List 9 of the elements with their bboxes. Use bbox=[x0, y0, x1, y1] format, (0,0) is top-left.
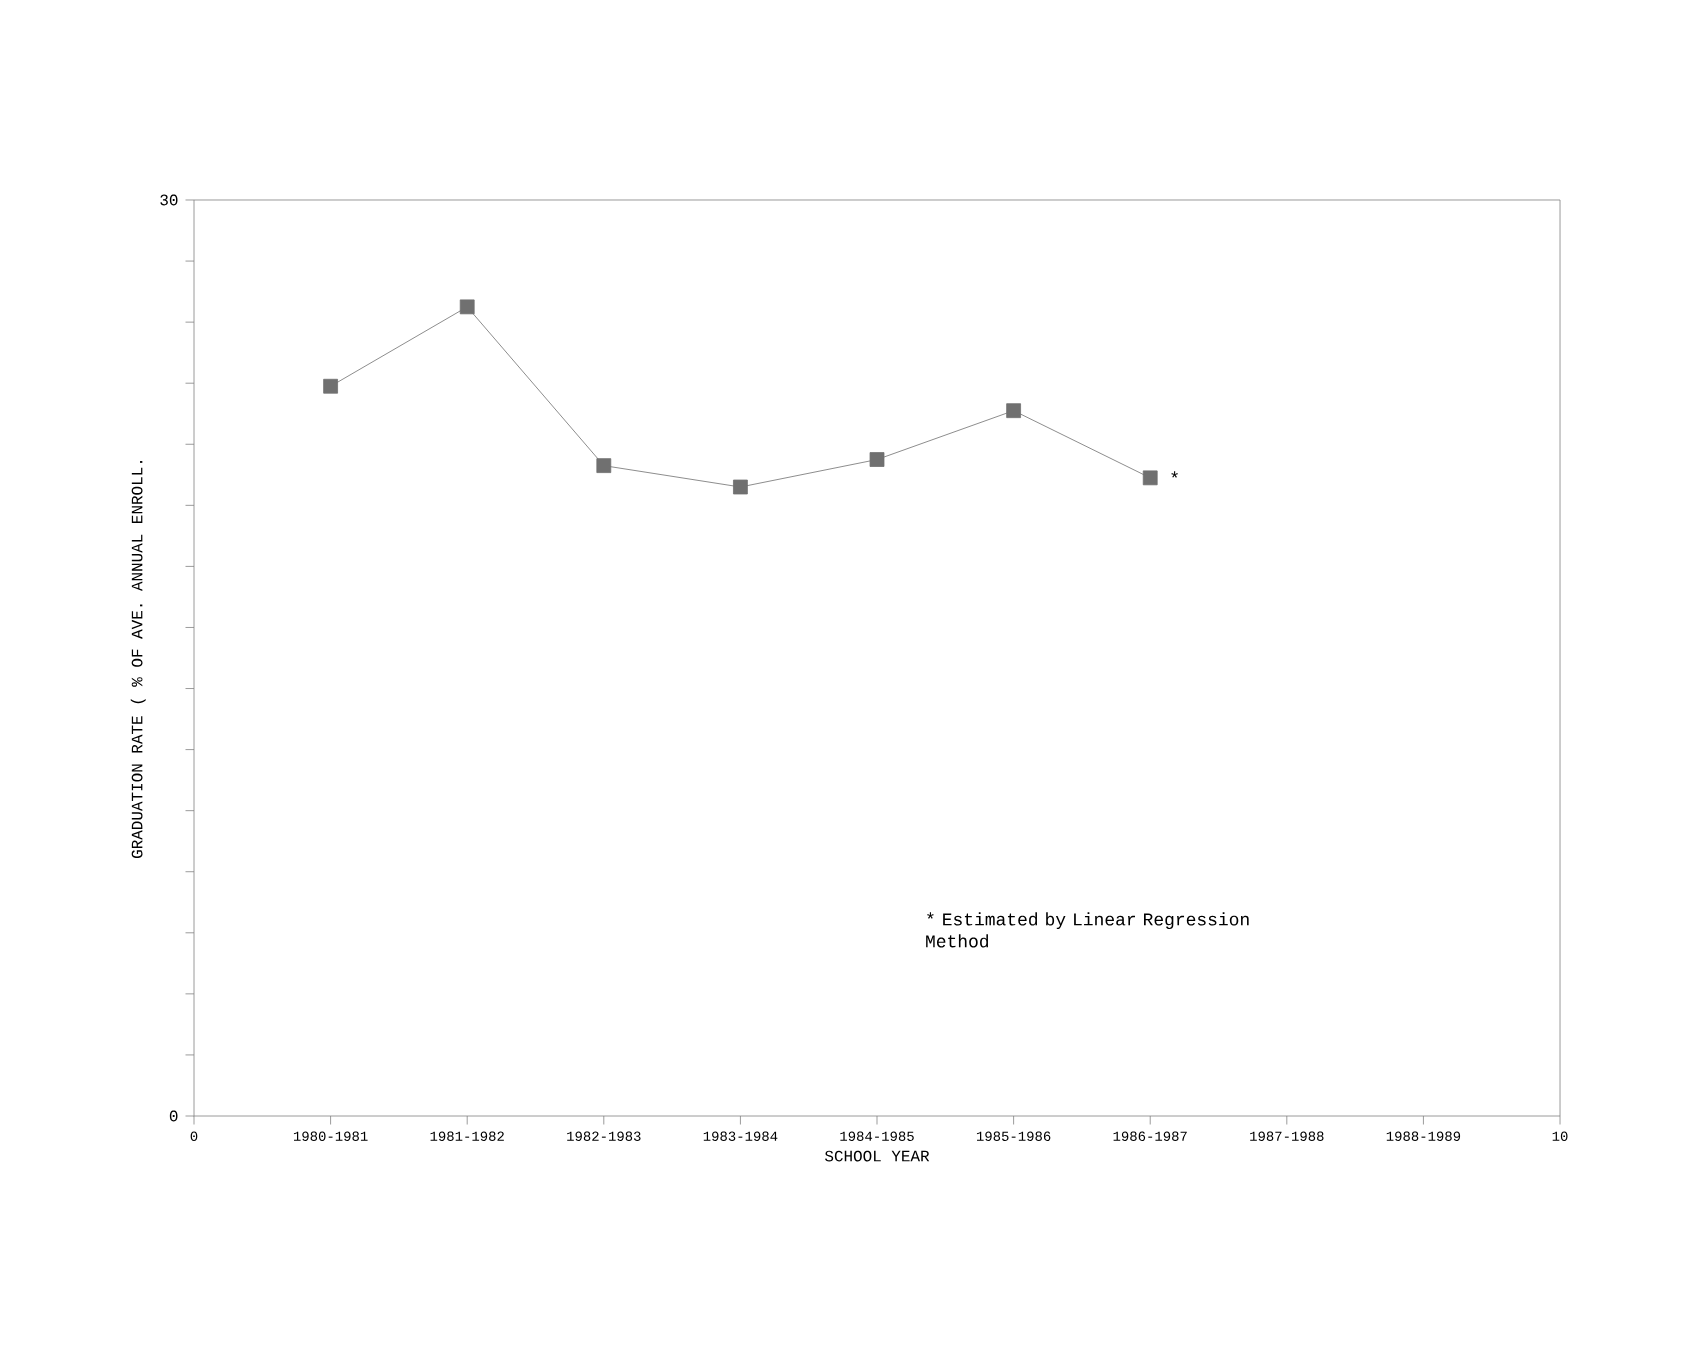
point bbox=[869, 452, 885, 467]
point bbox=[323, 378, 338, 394]
annotation: * bbox=[1171, 471, 1178, 478]
point bbox=[596, 458, 612, 474]
point bbox=[733, 479, 748, 495]
point bbox=[1006, 403, 1021, 419]
point bbox=[459, 299, 475, 315]
annotation: * Estimated by Linear Regression Method bbox=[926, 912, 1249, 948]
point bbox=[1142, 470, 1158, 486]
